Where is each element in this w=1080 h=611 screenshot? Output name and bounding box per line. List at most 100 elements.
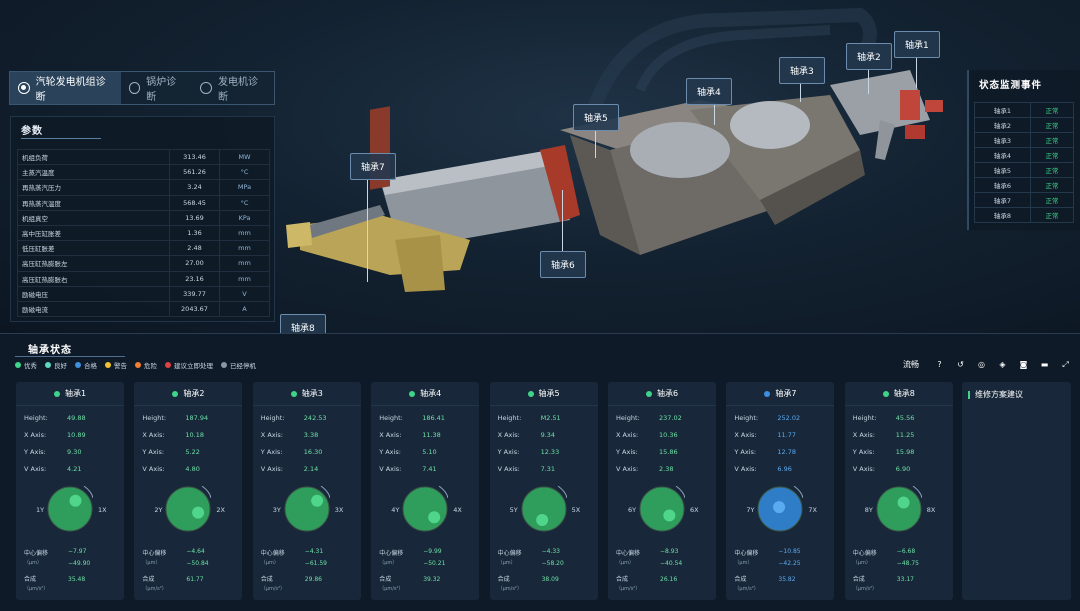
offset-value-2: −42.25 bbox=[778, 560, 801, 567]
events-panel: 状态监测事件 轴承1 正常 轴承2 正常 轴承3 正常 轴承4 正常 轴承5 正常 轴承6 正常 轴承7… bbox=[967, 70, 1080, 230]
nav-boiler[interactable]: 锅炉诊断 bbox=[121, 72, 193, 104]
height-value: 252.02 bbox=[777, 414, 801, 422]
bearing-card[interactable]: 轴承5 Height: M2.51 X Axis: 9.34 Y Axis: 12.3… bbox=[489, 382, 598, 600]
offset-value-1: −10.85 bbox=[778, 548, 801, 555]
offset-unit: （μm） bbox=[852, 560, 871, 566]
event-row[interactable]: 轴承6 正常 bbox=[974, 177, 1075, 193]
help-icon[interactable]: ? bbox=[937, 360, 942, 369]
param-row: 高压缸热膨胀右 23.16 mm bbox=[17, 270, 270, 287]
offset-value-2: −50.21 bbox=[423, 560, 446, 567]
radio-icon bbox=[200, 82, 213, 94]
event-bearing: 轴承7 bbox=[974, 192, 1031, 208]
callout-bearing-5[interactable]: 轴承5 bbox=[573, 104, 619, 131]
event-row[interactable]: 轴承1 正常 bbox=[974, 102, 1075, 118]
height-label: Height: bbox=[24, 414, 48, 422]
bearing-card[interactable]: 轴承8 Height: 45.56 X Axis: 11.25 Y Axis: 15.… bbox=[844, 382, 953, 600]
rotation-arrow-icon bbox=[320, 486, 330, 499]
y-axis-label: Y Axis: bbox=[260, 448, 283, 456]
status-dot bbox=[527, 390, 534, 397]
combined-label: 合成 （μm/s²） bbox=[379, 574, 403, 592]
gauge-disc bbox=[639, 486, 685, 532]
radio-icon bbox=[18, 82, 30, 94]
gauge-y-label: 7Y bbox=[746, 506, 755, 514]
fullscreen-icon[interactable]: ⤢ bbox=[1062, 359, 1069, 369]
callout-bearing-8[interactable]: 轴承8 bbox=[280, 314, 326, 335]
height-label: Height: bbox=[852, 414, 877, 422]
event-row[interactable]: 轴承8 正常 bbox=[974, 207, 1075, 223]
refresh-icon[interactable]: ↺ bbox=[957, 360, 964, 369]
event-row[interactable]: 轴承5 正常 bbox=[974, 162, 1075, 178]
legend-item: 危险 bbox=[135, 360, 157, 370]
callout-bearing-3[interactable]: 轴承3 bbox=[779, 57, 825, 84]
combined-unit: （μm/s²） bbox=[142, 586, 167, 592]
target-icon[interactable]: ◎ bbox=[978, 360, 985, 369]
offset-value-1: −4.31 bbox=[304, 548, 324, 555]
events-title: 状态监测事件 bbox=[979, 80, 1043, 91]
legend-dot bbox=[221, 362, 227, 368]
nav-turbine-generator[interactable]: 汽轮发电机组诊断 bbox=[10, 72, 121, 104]
callout-bearing-7[interactable]: 轴承7 bbox=[350, 153, 396, 180]
camera-icon[interactable]: ◙ bbox=[1019, 360, 1028, 369]
card-header: 轴承2 bbox=[134, 382, 243, 406]
event-status: 正常 bbox=[1029, 147, 1075, 163]
event-bearing: 轴承4 bbox=[974, 147, 1031, 163]
v-axis-value: 7.41 bbox=[422, 465, 437, 473]
offset-text: 中心偏移 bbox=[852, 550, 877, 557]
callout-line bbox=[800, 82, 801, 102]
legend-label: 优秀 bbox=[24, 362, 37, 370]
callout-bearing-4[interactable]: 轴承4 bbox=[686, 78, 732, 105]
callout-bearing-1[interactable]: 轴承1 bbox=[894, 31, 940, 58]
legend-label: 合格 bbox=[84, 362, 97, 370]
height-label: Height: bbox=[497, 414, 522, 422]
nav-generator[interactable]: 发电机诊断 bbox=[192, 72, 274, 104]
x-axis-label: X Axis: bbox=[379, 431, 402, 439]
callout-bearing-2[interactable]: 轴承2 bbox=[846, 43, 892, 70]
event-row[interactable]: 轴承7 正常 bbox=[974, 192, 1075, 208]
bearing-card[interactable]: 轴承2 Height: 187.94 X Axis: 10.18 Y Axis: 5.… bbox=[134, 382, 243, 600]
x-axis-label: X Axis: bbox=[260, 431, 283, 439]
legend-label: 已经停机 bbox=[230, 362, 256, 370]
height-value: M2.51 bbox=[540, 414, 561, 422]
param-row: 主蒸汽温度 561.26 °C bbox=[17, 164, 270, 181]
bearing-card[interactable]: 轴承1 Height: 49.88 X Axis: 10.89 Y Axis: 9.3… bbox=[16, 382, 124, 600]
v-axis-label: V Axis: bbox=[497, 465, 520, 473]
param-value: 3.24 bbox=[169, 179, 220, 196]
event-row[interactable]: 轴承4 正常 bbox=[974, 147, 1075, 163]
param-unit: MW bbox=[219, 148, 270, 166]
bearing-card[interactable]: 轴承4 Height: 186.41 X Axis: 11.38 Y Axis: 5.… bbox=[371, 382, 480, 600]
param-value: 1.36 bbox=[169, 224, 220, 242]
bearing-card[interactable]: 轴承6 Height: 237.02 X Axis: 10.36 Y Axis: 15… bbox=[608, 382, 716, 600]
param-row: 机组负荷 313.46 MW bbox=[17, 148, 270, 166]
height-label: Height: bbox=[142, 414, 167, 422]
offset-text: 中心偏移 bbox=[734, 550, 759, 557]
quality-mode-button[interactable]: 流畅 bbox=[903, 360, 919, 369]
x-axis-label: X Axis: bbox=[497, 431, 520, 439]
v-axis-value: 6.90 bbox=[895, 465, 911, 473]
callout-bearing-6[interactable]: 轴承6 bbox=[540, 251, 586, 278]
x-axis-row: X Axis: 10.89 bbox=[24, 431, 116, 439]
callout-line bbox=[595, 130, 596, 158]
offset-label: 中心偏移 （μm） bbox=[24, 548, 48, 566]
combined-value: 38.09 bbox=[541, 576, 559, 583]
event-row[interactable]: 轴承3 正常 bbox=[974, 132, 1075, 148]
combined-label: 合成 （μm/s²） bbox=[24, 574, 48, 592]
v-axis-row: V Axis: 2.38 bbox=[616, 465, 708, 473]
v-axis-value: 4.21 bbox=[67, 465, 82, 473]
param-unit: A bbox=[219, 300, 270, 318]
event-bearing: 轴承8 bbox=[974, 207, 1031, 223]
param-value: 2043.67 bbox=[169, 300, 220, 318]
y-axis-value: 9.30 bbox=[67, 448, 82, 456]
layers-icon[interactable]: ◈ bbox=[999, 360, 1006, 369]
param-unit: mm bbox=[219, 270, 270, 287]
bearing-card[interactable]: 轴承7 Height: 252.02 X Axis: 11.77 Y Axis: 12… bbox=[726, 382, 835, 600]
param-value: 339.77 bbox=[169, 285, 220, 302]
params-title: 参数 bbox=[21, 126, 43, 137]
rotation-arrow-icon bbox=[557, 486, 567, 499]
event-row[interactable]: 轴承2 正常 bbox=[974, 117, 1075, 133]
card-title: 轴承3 bbox=[301, 389, 323, 398]
height-value: 242.53 bbox=[303, 414, 327, 422]
y-axis-row: Y Axis: 9.30 bbox=[24, 448, 116, 456]
height-row: Height: 186.41 bbox=[379, 414, 471, 422]
bearing-card[interactable]: 轴承3 Height: 242.53 X Axis: 3.38 Y Axis: 16.… bbox=[252, 382, 361, 600]
gamepad-icon[interactable]: ▬ bbox=[1040, 360, 1049, 369]
